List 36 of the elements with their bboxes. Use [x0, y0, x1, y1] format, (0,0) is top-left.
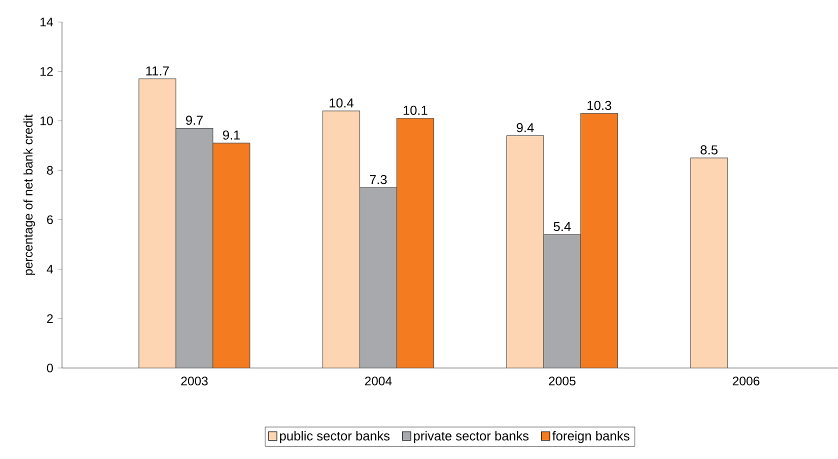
bar	[543, 234, 581, 368]
legend-label: foreign banks	[552, 431, 630, 444]
data-label: 9.4	[516, 123, 534, 132]
bar	[396, 118, 434, 368]
bar	[138, 78, 176, 368]
data-label: 9.1	[223, 130, 240, 140]
y-tick-label: 10	[40, 116, 53, 126]
x-tick-label: 2006	[732, 376, 760, 386]
data-label: 9.7	[186, 116, 203, 125]
y-axis-title: percentage of net bank credit	[23, 114, 36, 275]
bar	[690, 158, 728, 368]
data-label: 11.7	[146, 66, 169, 76]
data-label: 10.3	[588, 100, 612, 110]
data-label: 7.3	[370, 174, 387, 184]
x-tick-label: 2005	[548, 376, 576, 386]
x-tick-label: 2003	[181, 376, 208, 386]
data-label: 8.5	[700, 145, 718, 154]
y-tick-label: 0	[46, 364, 53, 372]
y-tick-label: 12	[40, 67, 53, 76]
bar	[176, 128, 214, 368]
y-tick-label: 8	[47, 166, 53, 175]
bar	[322, 110, 360, 368]
data-label: 5.4	[554, 222, 571, 232]
y-tick-label: 4	[46, 264, 54, 274]
y-tick-label: 6	[47, 215, 53, 224]
y-tick-label: 14	[40, 18, 54, 26]
legend-label: public sector banks	[280, 431, 390, 444]
data-label: 10.1	[404, 106, 428, 115]
bar	[580, 113, 618, 368]
bar	[359, 187, 398, 368]
x-tick-label: 2004	[365, 376, 392, 386]
bar	[212, 142, 250, 368]
data-label: 10.4	[330, 98, 354, 108]
y-tick-label: 2	[47, 314, 53, 323]
legend-label: private sector banks	[414, 431, 529, 444]
bar	[506, 135, 544, 368]
